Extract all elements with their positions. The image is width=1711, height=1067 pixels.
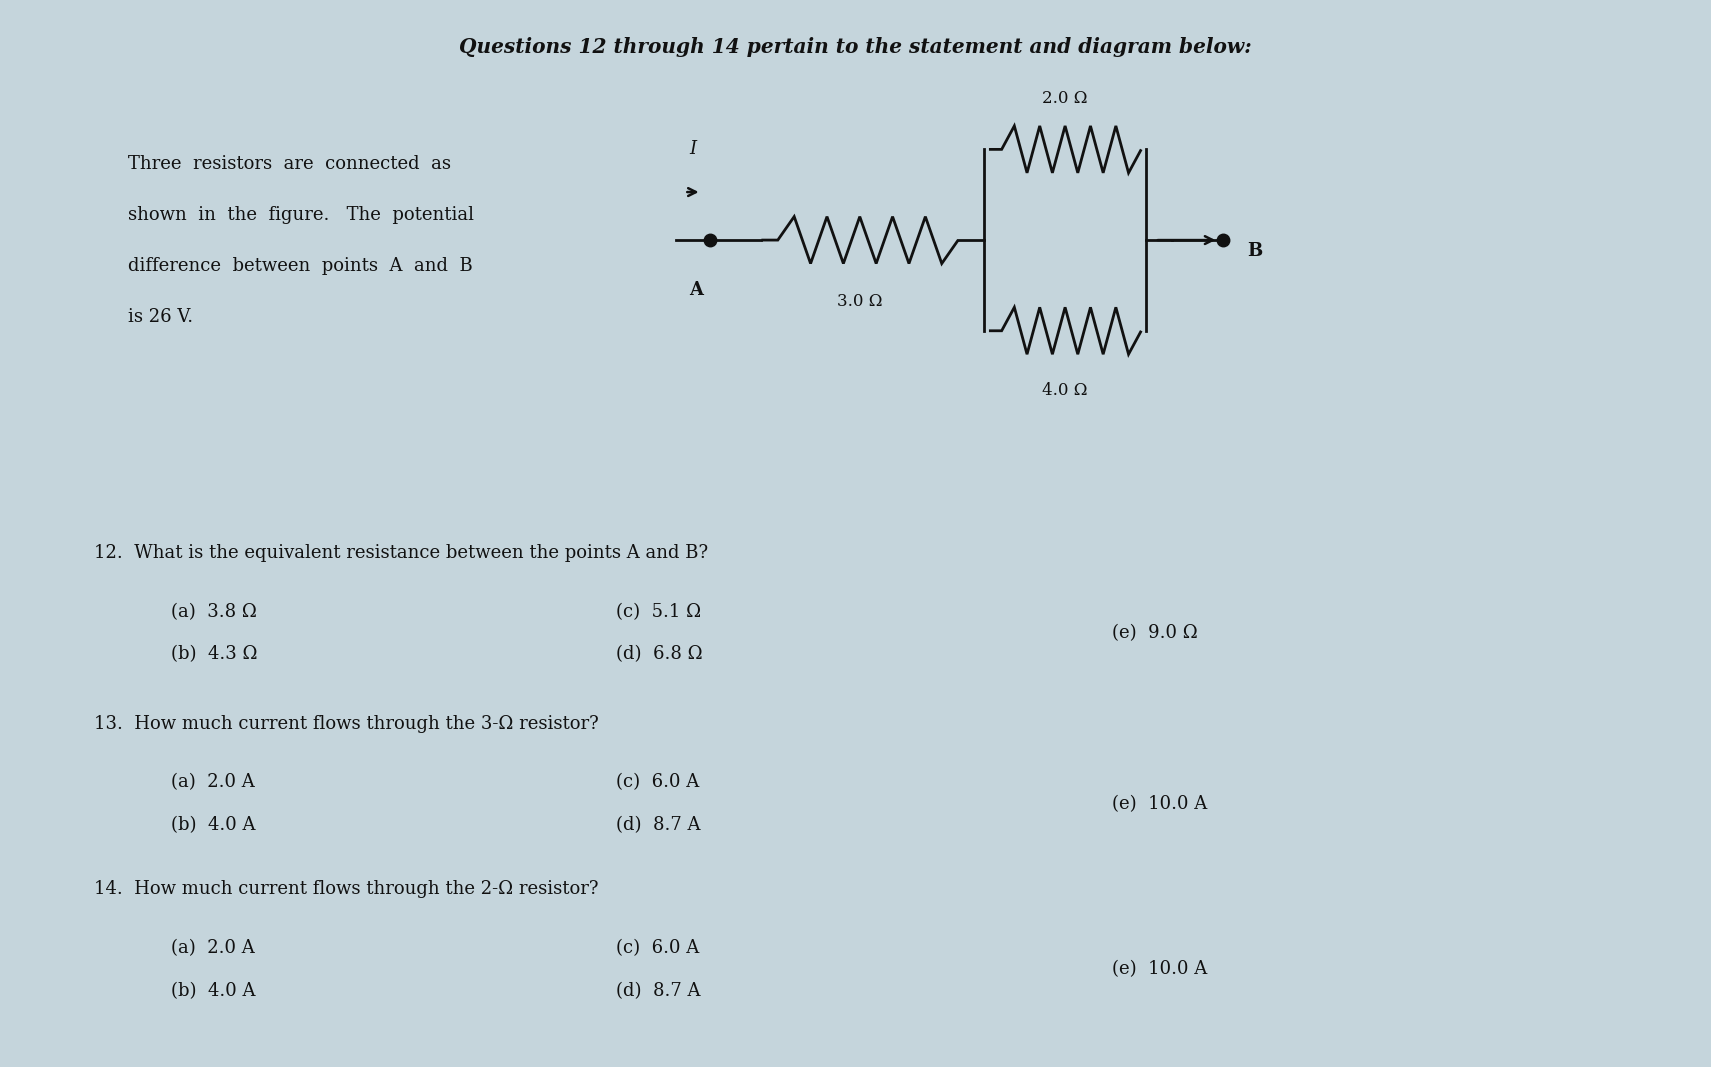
Text: 4.0 Ω: 4.0 Ω (1042, 382, 1088, 399)
Text: (a)  2.0 A: (a) 2.0 A (171, 939, 255, 957)
Text: (a)  2.0 A: (a) 2.0 A (171, 774, 255, 792)
Text: (c)  6.0 A: (c) 6.0 A (616, 939, 700, 957)
Text: Questions 12 through 14 pertain to the statement and diagram below:: Questions 12 through 14 pertain to the s… (459, 37, 1252, 58)
Text: (e)  9.0 Ω: (e) 9.0 Ω (1112, 624, 1198, 642)
Text: (a)  3.8 Ω: (a) 3.8 Ω (171, 603, 257, 621)
Text: (b)  4.0 A: (b) 4.0 A (171, 982, 255, 1000)
Text: (c)  5.1 Ω: (c) 5.1 Ω (616, 603, 702, 621)
Text: I: I (690, 140, 696, 158)
Text: (c)  6.0 A: (c) 6.0 A (616, 774, 700, 792)
Text: (b)  4.3 Ω: (b) 4.3 Ω (171, 646, 258, 664)
Text: is 26 V.: is 26 V. (128, 308, 193, 327)
Text: 12.  What is the equivalent resistance between the points A and B?: 12. What is the equivalent resistance be… (94, 544, 708, 562)
Text: difference  between  points  A  and  B: difference between points A and B (128, 257, 472, 275)
Text: (d)  8.7 A: (d) 8.7 A (616, 816, 700, 834)
Text: 13.  How much current flows through the 3-Ω resistor?: 13. How much current flows through the 3… (94, 715, 599, 733)
Text: (b)  4.0 A: (b) 4.0 A (171, 816, 255, 834)
Text: 3.0 Ω: 3.0 Ω (837, 293, 883, 310)
Text: shown  in  the  figure.   The  potential: shown in the figure. The potential (128, 206, 474, 224)
Text: A: A (690, 281, 703, 299)
Text: B: B (1247, 242, 1263, 259)
Text: (d)  6.8 Ω: (d) 6.8 Ω (616, 646, 703, 664)
Text: (e)  10.0 A: (e) 10.0 A (1112, 795, 1208, 813)
Text: (d)  8.7 A: (d) 8.7 A (616, 982, 700, 1000)
Text: (e)  10.0 A: (e) 10.0 A (1112, 960, 1208, 978)
Text: 14.  How much current flows through the 2-Ω resistor?: 14. How much current flows through the 2… (94, 880, 599, 898)
Text: Three  resistors  are  connected  as: Three resistors are connected as (128, 155, 452, 173)
Text: 2.0 Ω: 2.0 Ω (1042, 90, 1088, 107)
